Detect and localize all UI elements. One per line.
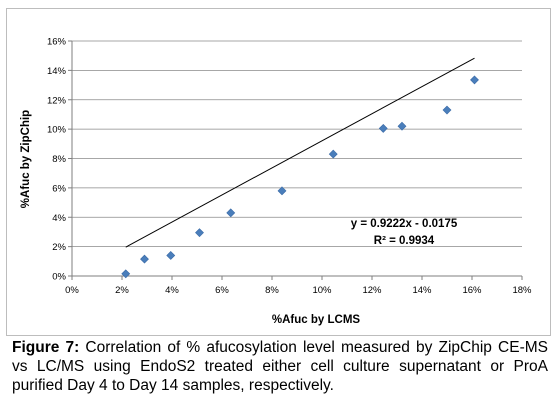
figure-caption: Figure 7: Correlation of % afucosylation…	[12, 338, 548, 395]
y-tick-label: 10%	[47, 125, 67, 136]
trendline	[125, 57, 475, 248]
data-point	[470, 75, 479, 85]
y-axis-title: %Afuc by ZipChip	[20, 110, 32, 208]
data-point	[140, 254, 149, 264]
data-point	[277, 186, 287, 196]
x-tick-label: 2%	[115, 285, 129, 296]
y-tick-label: 8%	[52, 154, 66, 165]
r-squared-label: R² = 0.9934	[374, 235, 435, 247]
data-point	[226, 208, 236, 218]
data-point	[121, 269, 131, 279]
data-point	[328, 149, 338, 159]
x-tick-label: 10%	[312, 285, 332, 296]
x-tick-label: 6%	[215, 285, 229, 296]
data-points	[121, 75, 479, 279]
x-tick-label: 14%	[412, 285, 432, 296]
x-tick-label: 12%	[362, 285, 382, 296]
x-tick-label: 0%	[65, 285, 79, 296]
x-tick-label: 16%	[462, 285, 482, 296]
axes	[68, 40, 523, 280]
x-tick-label: 4%	[165, 285, 179, 296]
y-tick-label: 6%	[52, 183, 66, 194]
data-point	[195, 228, 204, 238]
data-point	[166, 251, 176, 260]
trendline-layer	[125, 57, 475, 248]
data-point	[397, 121, 407, 131]
chart-frame: 0% 2% 4% 6% 8% 10% 12% 14% 16% 0% 2% 4% 6% 8% 10% 12% 14…	[6, 8, 551, 336]
y-tick-label: 16%	[47, 37, 67, 48]
gridlines	[72, 40, 522, 248]
x-axis-title: %Afuc by LCMS	[272, 314, 361, 326]
equation-label: y = 0.9222x - 0.0175	[351, 218, 458, 230]
scatter-chart: 0% 2% 4% 6% 8% 10% 12% 14% 16% 0% 2% 4% 6% 8% 10% 12% 14…	[20, 37, 532, 327]
x-tick-label: 8%	[265, 285, 279, 296]
y-tick-label: 0%	[52, 272, 66, 283]
x-tick-label: 18%	[512, 285, 532, 296]
caption-label: Figure 7:	[12, 339, 80, 356]
y-tick-label: 12%	[47, 95, 67, 106]
caption-text: Correlation of % afucosylation level mea…	[12, 339, 548, 394]
data-point	[442, 105, 452, 115]
y-tick-label: 2%	[52, 242, 66, 253]
tick-labels: 0% 2% 4% 6% 8% 10% 12% 14% 16% 0% 2% 4% 6% 8% 10% 12% 14…	[47, 37, 532, 297]
y-tick-label: 14%	[47, 66, 67, 77]
data-point	[378, 123, 388, 133]
y-tick-label: 4%	[52, 213, 66, 224]
